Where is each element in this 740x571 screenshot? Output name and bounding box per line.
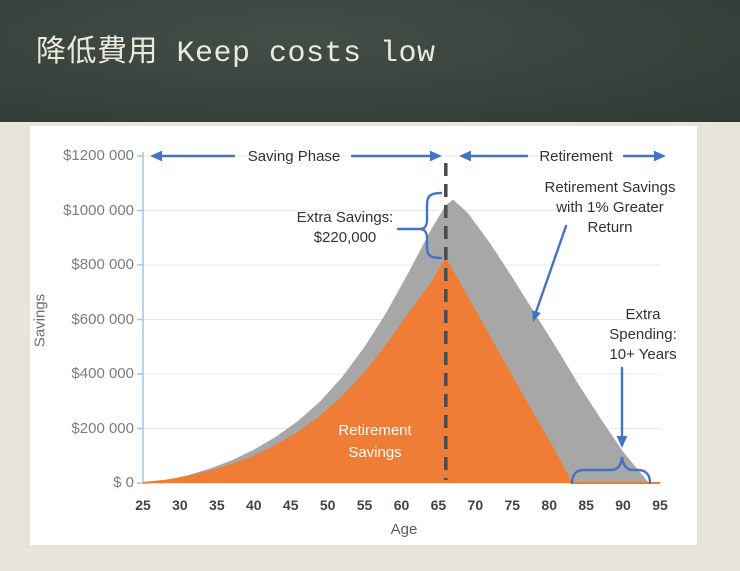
arrowhead-right-icon — [430, 150, 442, 162]
arrowhead-right-icon — [654, 150, 666, 162]
greater-return-line3: Return — [587, 219, 633, 236]
y-axis-title: Savings — [31, 293, 49, 348]
x-tick-label: 70 — [467, 497, 484, 513]
area-label-line1: Retirement — [338, 422, 412, 439]
greater-return-line1: Retirement Savings — [544, 179, 676, 196]
x-tick-label: 45 — [282, 497, 299, 513]
x-tick-label: 40 — [245, 497, 262, 513]
y-tick-label: $200 000 — [71, 419, 134, 437]
extra-spending-line3: 10+ Years — [609, 346, 677, 363]
greater-return-arrow-line-icon — [534, 224, 568, 314]
slide-title: 降低費用 Keep costs low — [36, 37, 436, 71]
retirement-annotation: Retirement — [539, 148, 613, 165]
extra-spending-annotation: Extra Spending: 10+ Years — [583, 305, 703, 365]
area-label-line2: Savings — [348, 444, 402, 461]
x-tick-label: 60 — [393, 497, 410, 513]
chart-panel: $1200 000 $1000 000 $800 000 $600 000 $400 0… — [30, 126, 697, 545]
x-tick-label: 80 — [541, 497, 557, 513]
y-tick-label: $1200 000 — [63, 147, 134, 164]
greater-return-line2: with 1% Greater — [556, 199, 664, 216]
x-tick-label: 50 — [319, 497, 336, 513]
x-tick-label: 55 — [356, 497, 373, 513]
orange-area-label: Retirement Savings — [315, 420, 435, 464]
x-axis-title: Age — [390, 521, 418, 538]
y-tick-label: $400 000 — [71, 365, 134, 382]
y-tick-label: $ 0 — [113, 474, 134, 491]
x-tick-label: 65 — [430, 497, 447, 513]
extra-savings-line1: Extra Savings: — [296, 209, 394, 226]
extra-savings-annotation: Extra Savings: $220,000 — [280, 208, 410, 248]
extra-spending-brace-icon — [570, 456, 652, 485]
saving-phase-annotation: Saving Phase — [247, 148, 341, 165]
x-tick-label: 35 — [209, 497, 225, 513]
extra-spending-line1: Extra — [625, 306, 661, 323]
x-tick-label: 75 — [504, 497, 521, 513]
extra-savings-brace-icon — [419, 191, 443, 260]
x-tick-label: 85 — [578, 497, 594, 513]
orange-series-line — [142, 257, 660, 484]
greater-return-annotation: Retirement Savings with 1% Greater Retur… — [520, 178, 700, 238]
arrowhead-down-icon — [616, 436, 628, 448]
y-tick-label: $800 000 — [71, 256, 134, 273]
x-tick-label: 95 — [652, 497, 668, 513]
chart-plot — [137, 150, 666, 485]
y-tick-label: $1000 000 — [63, 201, 134, 219]
arrowhead-left-icon — [150, 150, 162, 162]
arrowhead-down-left-icon — [532, 310, 541, 322]
slide-header: 降低費用 Keep costs low — [0, 0, 740, 122]
x-tick-label: 30 — [172, 497, 188, 513]
area-series-orange — [143, 259, 660, 483]
extra-spending-line2: Spending: — [609, 326, 677, 343]
x-tick-label: 25 — [135, 497, 151, 513]
x-tick-label: 90 — [615, 497, 631, 513]
extra-savings-line2: $220,000 — [313, 229, 377, 246]
arrowhead-left-icon — [459, 150, 471, 162]
y-tick-label: $600 000 — [71, 310, 134, 328]
